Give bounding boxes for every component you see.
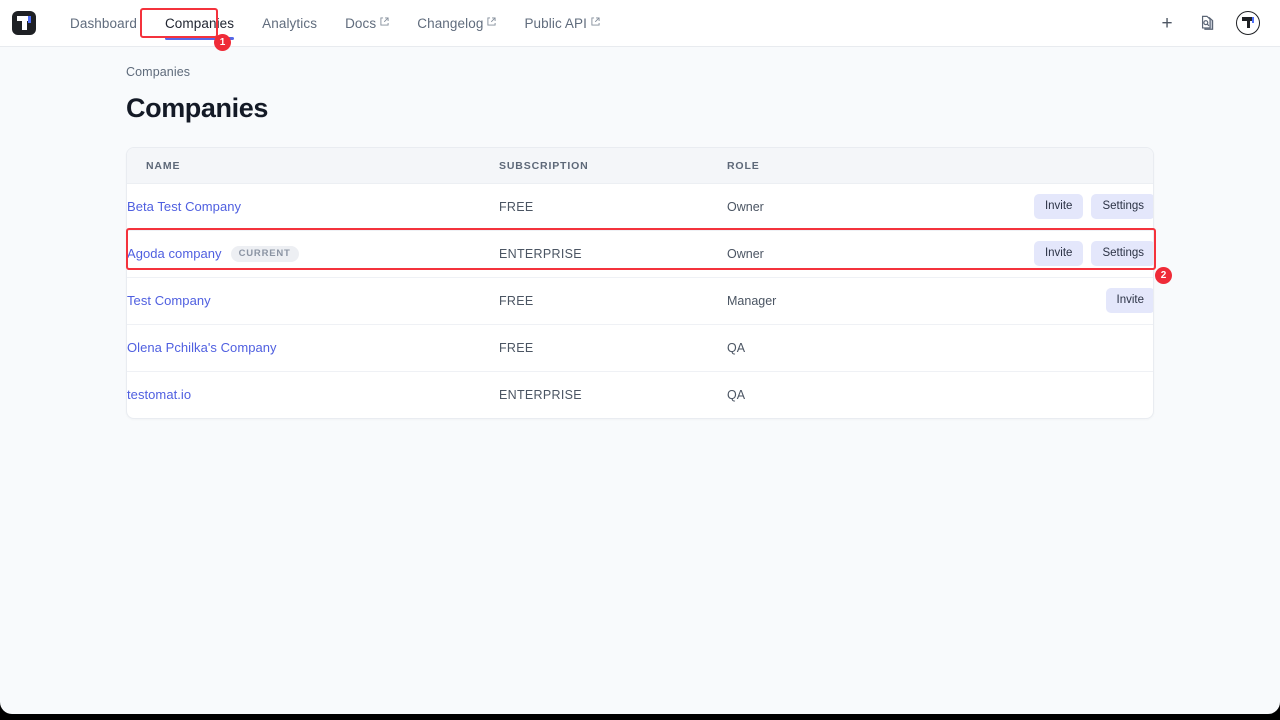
page-content: Companies Companies NAME SUBSCRIPTION RO… <box>0 65 1280 420</box>
current-badge: CURRENT <box>230 245 299 262</box>
company-link[interactable]: Test Company <box>127 293 211 309</box>
cell-name: testomat.io <box>127 371 499 418</box>
cell-subscription: ENTERPRISE <box>499 230 727 278</box>
table-row[interactable]: Agoda company CURRENT ENTERPRISE Owner <box>127 230 1153 278</box>
nav-label: Docs <box>345 15 377 31</box>
company-link[interactable]: testomat.io <box>127 387 192 403</box>
page-title: Companies <box>126 93 268 123</box>
subscription-text: FREE <box>499 341 534 356</box>
subscription-text: FREE <box>499 294 534 309</box>
cell-name: Test Company <box>127 277 499 325</box>
cell-role: Owner <box>727 183 957 231</box>
topbar-actions: + <box>1156 11 1266 35</box>
nav-item-changelog[interactable]: Changelog <box>403 0 510 47</box>
cell-name: Agoda company CURRENT <box>127 230 499 278</box>
breadcrumb[interactable]: Companies <box>126 65 191 79</box>
nav-label: Analytics <box>262 15 318 31</box>
invite-button[interactable]: Invite <box>1033 194 1084 220</box>
subscription-text: ENTERPRISE <box>499 247 582 262</box>
settings-button[interactable]: Settings <box>1091 194 1153 220</box>
user-avatar-icon[interactable] <box>1236 11 1260 35</box>
main-nav: Dashboard Companies Analytics Docs Chang… <box>56 0 614 47</box>
cell-actions <box>957 324 1153 372</box>
companies-table-card: NAME SUBSCRIPTION ROLE Beta Test Company <box>126 146 1154 420</box>
cell-name: Beta Test Company <box>127 183 499 231</box>
company-link[interactable]: Agoda company <box>127 246 222 262</box>
table-row[interactable]: testomat.io ENTERPRISE QA <box>127 371 1153 418</box>
nav-label: Changelog <box>417 15 484 31</box>
subscription-text: ENTERPRISE <box>499 388 582 403</box>
column-header-subscription: SUBSCRIPTION <box>499 147 727 184</box>
cell-subscription: FREE <box>499 324 727 372</box>
cell-role: QA <box>727 371 957 418</box>
nav-label: Dashboard <box>70 15 137 31</box>
cell-actions: Invite <box>957 277 1153 325</box>
nav-item-analytics[interactable]: Analytics <box>248 0 331 47</box>
cell-actions: Invite Settings <box>957 183 1153 231</box>
role-text: Owner <box>727 247 764 262</box>
nav-label: Public API <box>524 15 587 31</box>
column-header-actions <box>957 147 1153 184</box>
plus-icon[interactable]: + <box>1161 12 1173 34</box>
nav-item-docs[interactable]: Docs <box>331 0 403 47</box>
role-text: QA <box>727 388 746 403</box>
companies-table: NAME SUBSCRIPTION ROLE Beta Test Company <box>127 147 1153 419</box>
nav-item-public-api[interactable]: Public API <box>510 0 614 47</box>
nav-item-dashboard[interactable]: Dashboard <box>56 0 151 47</box>
company-link[interactable]: Olena Pchilka's Company <box>127 340 277 356</box>
table-row[interactable]: Test Company FREE Manager Invite <box>127 277 1153 325</box>
role-text: QA <box>727 341 746 356</box>
settings-button[interactable]: Settings <box>1091 241 1153 267</box>
cell-subscription: FREE <box>499 277 727 325</box>
cell-role: Owner <box>727 230 957 278</box>
cell-actions <box>957 371 1153 418</box>
cell-role: QA <box>727 324 957 372</box>
column-header-role: ROLE <box>727 147 957 184</box>
document-search-icon[interactable] <box>1196 12 1218 34</box>
cell-subscription: FREE <box>499 183 727 231</box>
table-body: Beta Test Company FREE Owner Invite <box>127 183 1153 418</box>
subscription-text: FREE <box>499 200 534 215</box>
top-navigation-bar: Dashboard Companies Analytics Docs Chang… <box>0 0 1280 47</box>
role-text: Owner <box>727 200 764 215</box>
invite-button[interactable]: Invite <box>1033 241 1084 267</box>
table-header-row: NAME SUBSCRIPTION ROLE <box>127 147 1153 184</box>
company-link[interactable]: Beta Test Company <box>127 199 242 215</box>
table-row[interactable]: Olena Pchilka's Company FREE QA <box>127 324 1153 372</box>
nav-item-companies[interactable]: Companies <box>151 0 248 47</box>
external-link-icon <box>487 16 497 26</box>
nav-label: Companies <box>164 15 235 31</box>
column-header-name: NAME <box>127 147 499 184</box>
external-link-icon <box>591 16 600 26</box>
table-row[interactable]: Beta Test Company FREE Owner Invite <box>127 183 1153 231</box>
cell-role: Manager <box>727 277 957 325</box>
invite-button[interactable]: Invite <box>1105 288 1153 314</box>
cell-subscription: ENTERPRISE <box>499 371 727 418</box>
role-text: Manager <box>727 294 777 309</box>
external-link-icon <box>380 16 389 26</box>
testomat-logo-icon[interactable] <box>12 11 36 35</box>
cell-actions: Invite Settings <box>957 230 1153 278</box>
table-header: NAME SUBSCRIPTION ROLE <box>127 147 1153 184</box>
cell-name: Olena Pchilka's Company <box>127 324 499 372</box>
